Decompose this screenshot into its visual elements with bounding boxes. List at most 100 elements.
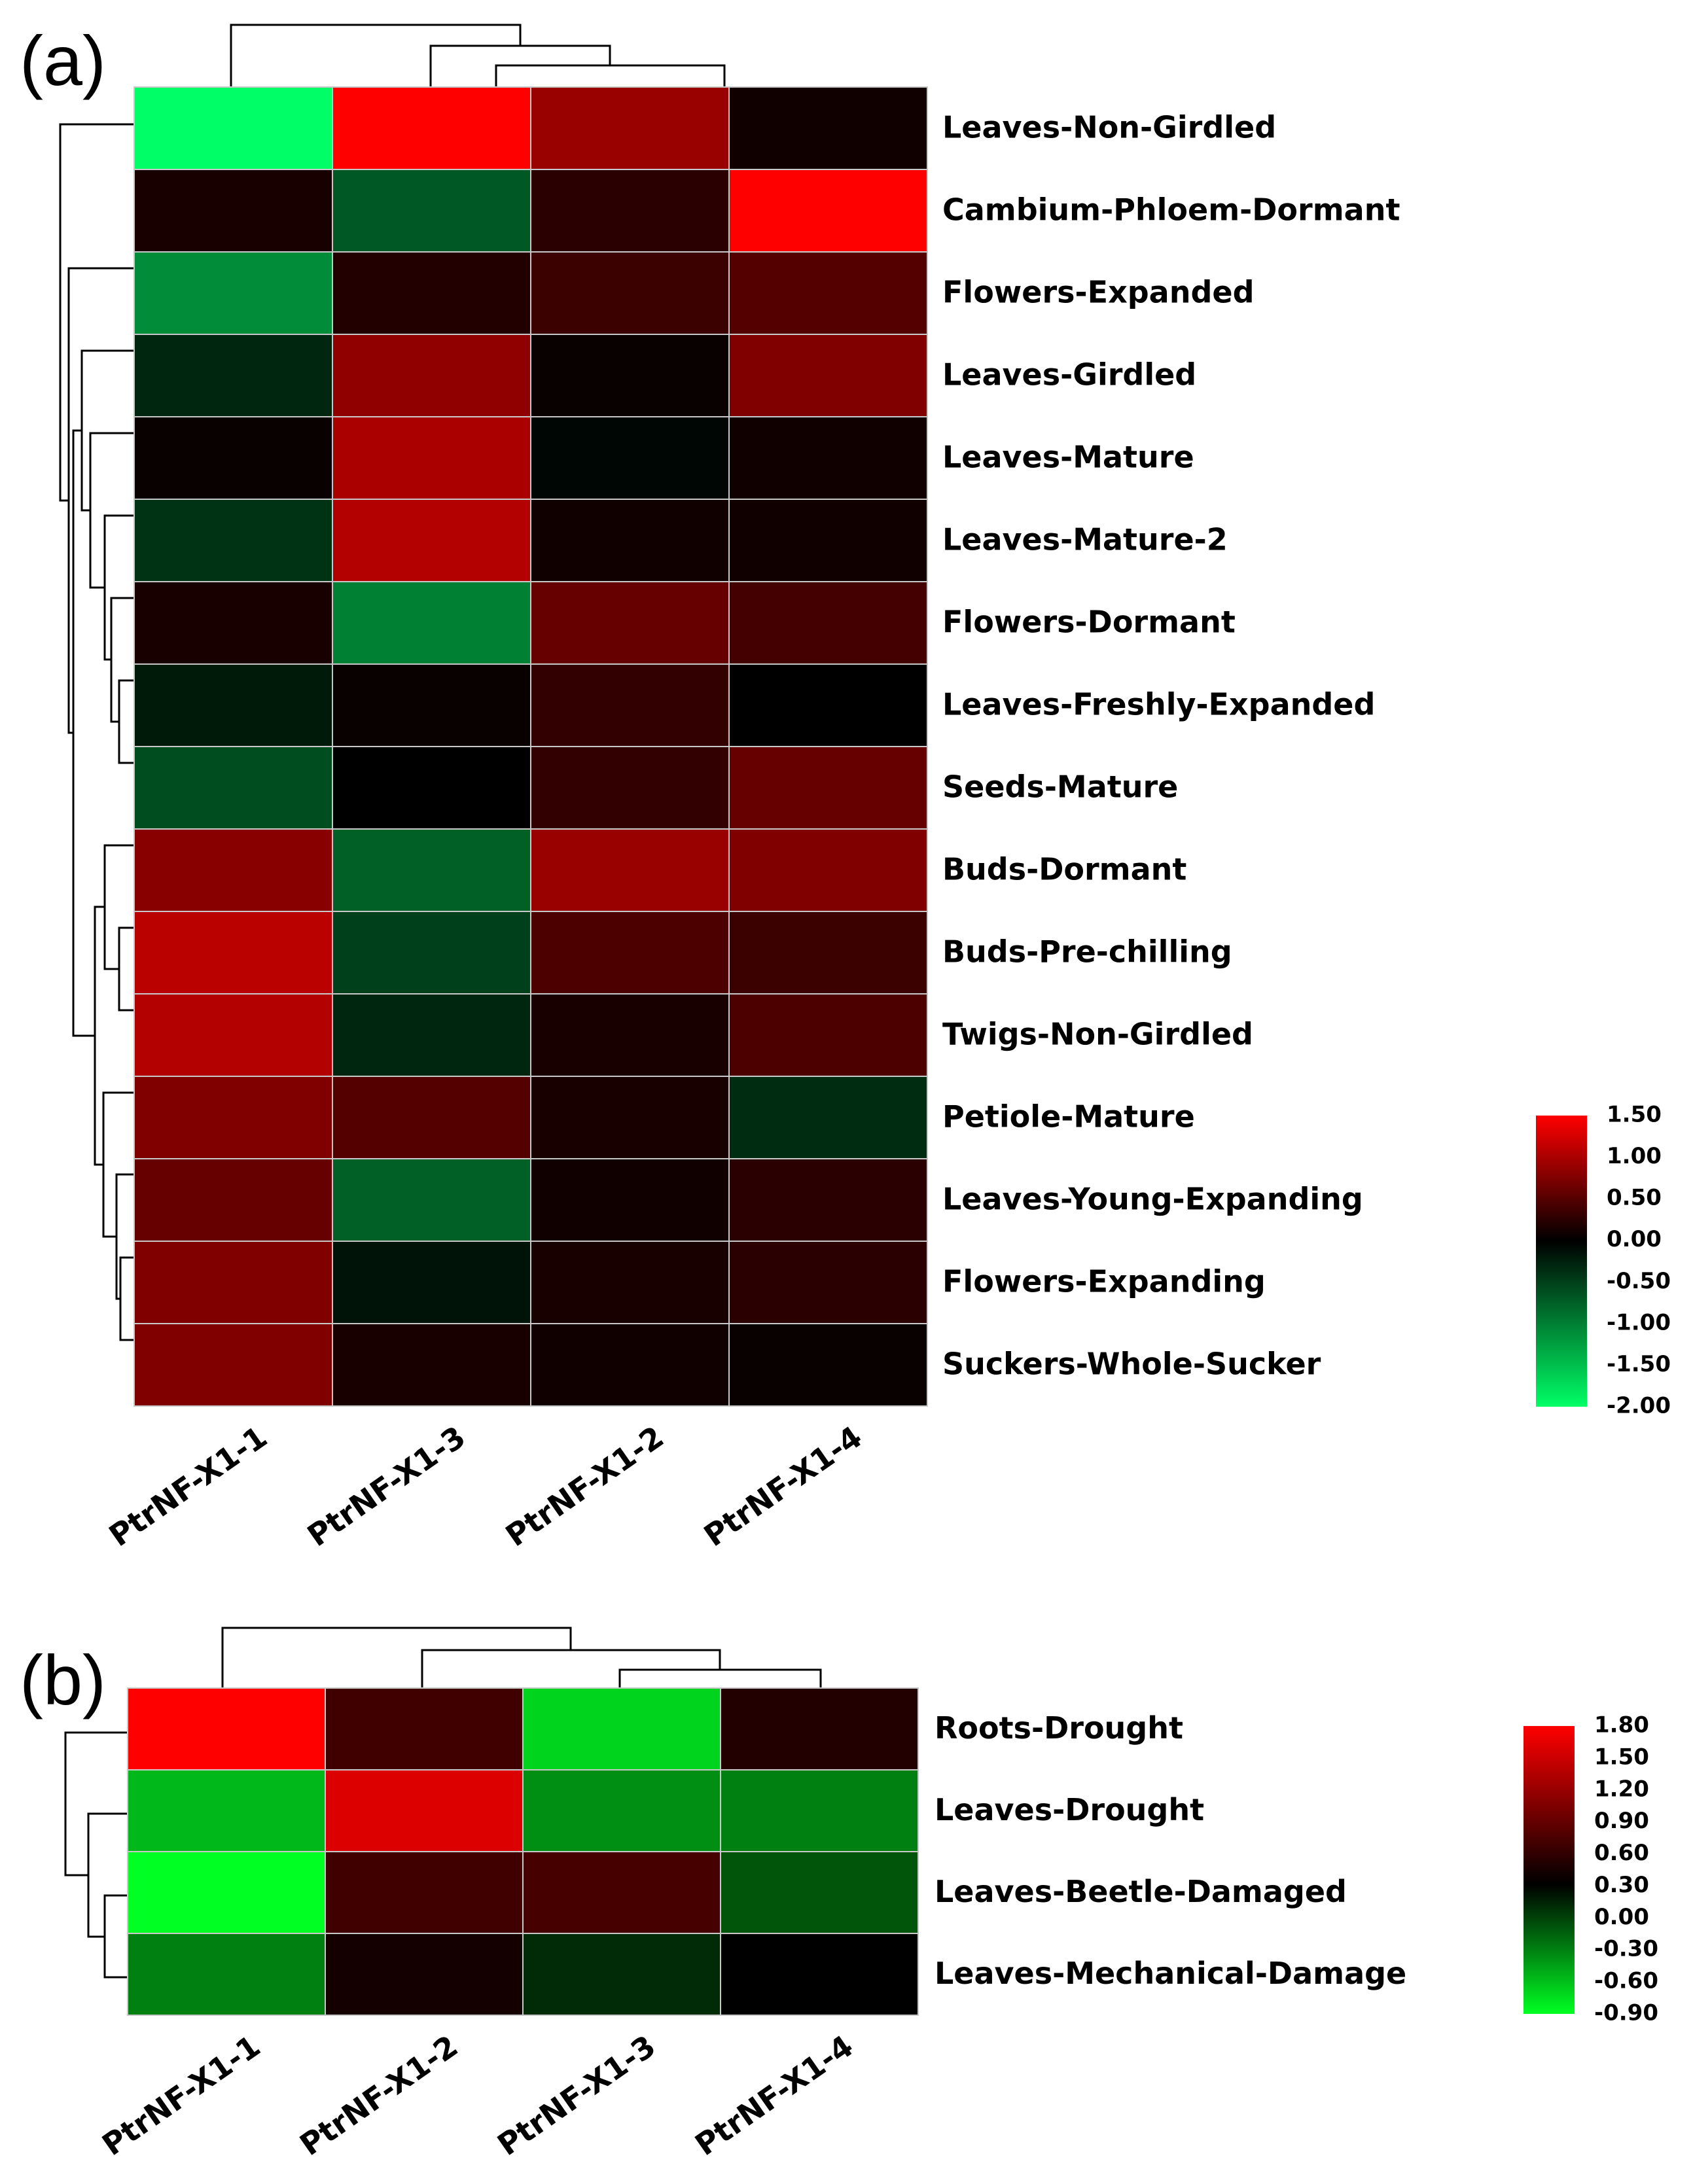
heatmap-b: Roots-Drought Leaves-Drought Leaves-Beetle… bbox=[96, 1687, 1406, 2162]
heatmap-a-row-label: Cambium-Phloem-Dormant bbox=[942, 192, 1400, 228]
heatmap-b-cell-r0-c0 bbox=[127, 1687, 326, 1770]
dendro-a-row-1 bbox=[67, 267, 134, 734]
heatmap-a-cell-r1-c3 bbox=[728, 169, 928, 253]
heatmap-a-cell-r6-c1 bbox=[332, 581, 531, 665]
heatmap-a-cell-r8-c2 bbox=[530, 746, 730, 830]
heatmap-a-cell-r9-c2 bbox=[530, 828, 730, 912]
heatmap-b-cell-r1-c2 bbox=[522, 1769, 721, 1852]
heatmap-a-cell-r5-c3 bbox=[728, 499, 928, 582]
dendro-a-col-join-2-3 bbox=[495, 64, 726, 87]
heatmap-b-cell-r2-c3 bbox=[720, 1851, 919, 1934]
heatmap-a-cell-r11-c1 bbox=[332, 993, 531, 1077]
heatmap-b-cell-r3-c0 bbox=[127, 1933, 326, 2016]
heatmap-b-row-label: Roots-Drought bbox=[935, 1710, 1183, 1746]
legend-b-tick-label: 1.80 bbox=[1594, 1712, 1649, 1738]
dendro-b-row-2-3 bbox=[103, 1894, 128, 1979]
heatmap-a-cell-r11-c2 bbox=[530, 993, 730, 1077]
legend-b-tick-label: -0.90 bbox=[1594, 2000, 1658, 2026]
dendro-a-row-12 bbox=[115, 1173, 134, 1300]
legend-b-colorbar bbox=[1524, 1726, 1575, 2014]
heatmap-a-cell-r6-c2 bbox=[530, 581, 730, 665]
dendro-a-row-6-7 bbox=[118, 679, 134, 764]
legend-b-tick-label: 0.90 bbox=[1594, 1808, 1649, 1834]
heatmap-a-cell-r5-c1 bbox=[332, 499, 531, 582]
heatmap-b-cell-r0-c3 bbox=[720, 1687, 919, 1770]
dendro-a-row-5 bbox=[110, 597, 134, 723]
panel-a-row-dendrogram bbox=[59, 123, 134, 1341]
legend-a-tick-label: 1.50 bbox=[1607, 1102, 1662, 1128]
heatmap-a-cell-r13-c1 bbox=[332, 1158, 531, 1242]
heatmap-a-cell-r0-c0 bbox=[134, 86, 333, 170]
heatmap-a-cell-r13-c0 bbox=[134, 1158, 333, 1242]
heatmap-a-column-label: PtrNF-X1-3 bbox=[301, 1419, 472, 1553]
heatmap-a-cell-r4-c3 bbox=[728, 416, 928, 500]
panel-label-a: (a) bbox=[20, 21, 106, 100]
heatmap-b-cell-r2-c2 bbox=[522, 1851, 721, 1934]
heatmap-a-cell-r4-c2 bbox=[530, 416, 730, 500]
legend-b-tick-label: -0.60 bbox=[1594, 1968, 1658, 1994]
dendro-a-row-9-10 bbox=[118, 926, 134, 1012]
heatmap-b-cell-r3-c1 bbox=[325, 1933, 524, 2016]
legend-b: 1.80 1.50 1.20 0.90 0.60 0.30 0.00 -0.30 -0.60 -0… bbox=[1524, 1712, 1658, 2026]
legend-b-tick-label: 0.00 bbox=[1594, 1904, 1649, 1930]
legend-a-tick-label: 0.50 bbox=[1607, 1185, 1662, 1211]
heatmap-b-column-label: PtrNF-X1-4 bbox=[688, 2028, 859, 2162]
heatmap-a-cell-r12-c3 bbox=[728, 1076, 928, 1159]
heatmap-a-cell-r7-c2 bbox=[530, 663, 730, 747]
heatmap-a-cell-r3-c1 bbox=[332, 334, 531, 417]
heatmap-a-cell-r3-c0 bbox=[134, 334, 333, 417]
heatmap-a-cell-r1-c1 bbox=[332, 169, 531, 253]
heatmap-a-cell-r0-c2 bbox=[530, 86, 730, 170]
heatmap-b-cell-r1-c0 bbox=[127, 1769, 326, 1852]
heatmap-a-cell-r10-c3 bbox=[728, 911, 928, 995]
heatmap-a-cell-r10-c1 bbox=[332, 911, 531, 995]
dendro-b-col-join-0-rest bbox=[221, 1627, 572, 1688]
heatmap-a-cell-r2-c3 bbox=[728, 251, 928, 335]
heatmap-a-cell-r11-c0 bbox=[134, 993, 333, 1077]
heatmap-a-row-label: Twigs-Non-Girdled bbox=[942, 1017, 1253, 1052]
heatmap-a-row-label: Suckers-Whole-Sucker bbox=[942, 1347, 1321, 1382]
heatmap-a-cell-r2-c0 bbox=[134, 251, 333, 335]
panel-b-row-dendrogram bbox=[64, 1731, 128, 1979]
heatmap-a-cell-r3-c3 bbox=[728, 334, 928, 417]
heatmap-a-cell-r14-c3 bbox=[728, 1241, 928, 1324]
heatmap-a-row-label: Flowers-Expanding bbox=[942, 1264, 1266, 1299]
heatmap-b-column-label: PtrNF-X1-3 bbox=[491, 2028, 662, 2162]
heatmap-a-cell-r2-c1 bbox=[332, 251, 531, 335]
heatmap-a-row-label: Leaves-Mature-2 bbox=[942, 522, 1228, 557]
heatmap-b-cell-r2-c1 bbox=[325, 1851, 524, 1934]
heatmap-a-cell-r2-c2 bbox=[530, 251, 730, 335]
heatmap-a-cell-r3-c2 bbox=[530, 334, 730, 417]
heatmap-a-cell-r13-c3 bbox=[728, 1158, 928, 1242]
heatmap-a-cell-r15-c3 bbox=[728, 1323, 928, 1407]
heatmap-a-cell-r14-c1 bbox=[332, 1241, 531, 1324]
heatmap-a-cell-r6-c3 bbox=[728, 581, 928, 665]
legend-a-tick-label: 1.00 bbox=[1607, 1143, 1662, 1169]
heatmap-a-cell-r0-c3 bbox=[728, 86, 928, 170]
heatmap-a-cell-r12-c0 bbox=[134, 1076, 333, 1159]
legend-a-colorbar bbox=[1536, 1116, 1587, 1407]
heatmap-a-cell-r9-c0 bbox=[134, 828, 333, 912]
heatmap-a-cell-r12-c2 bbox=[530, 1076, 730, 1159]
heatmap-a-cell-r8-c1 bbox=[332, 746, 531, 830]
dendro-a-row-2-15 bbox=[72, 429, 95, 1037]
heatmap-a-column-label: PtrNF-X1-2 bbox=[499, 1419, 670, 1553]
heatmap-b-cell-r0-c1 bbox=[325, 1687, 524, 1770]
heatmap-a-cell-r15-c1 bbox=[332, 1323, 531, 1407]
heatmap-a-cell-r10-c2 bbox=[530, 911, 730, 995]
heatmap-a-cell-r8-c0 bbox=[134, 746, 333, 830]
heatmap-a-cell-r10-c0 bbox=[134, 911, 333, 995]
heatmap-b-row-label: Leaves-Drought bbox=[935, 1792, 1204, 1827]
heatmap-b-row-label: Leaves-Mechanical-Damage bbox=[935, 1956, 1406, 1991]
heatmap-a-cell-r9-c3 bbox=[728, 828, 928, 912]
heatmap-a-row-label: Leaves-Mature bbox=[942, 440, 1194, 475]
heatmap-a-cell-r7-c0 bbox=[134, 663, 333, 747]
heatmap-a-cell-r1-c0 bbox=[134, 169, 333, 253]
heatmap-b-cell-r3-c3 bbox=[720, 1933, 919, 2016]
heatmap-a-cell-r12-c1 bbox=[332, 1076, 531, 1159]
heatmap-a-row-label: Leaves-Young-Expanding bbox=[942, 1182, 1363, 1217]
legend-a-tick-label: -2.00 bbox=[1607, 1393, 1671, 1419]
heatmap-a-cell-r9-c1 bbox=[332, 828, 531, 912]
heatmap-a-cell-r7-c1 bbox=[332, 663, 531, 747]
panel-b-column-dendrogram bbox=[221, 1627, 822, 1688]
